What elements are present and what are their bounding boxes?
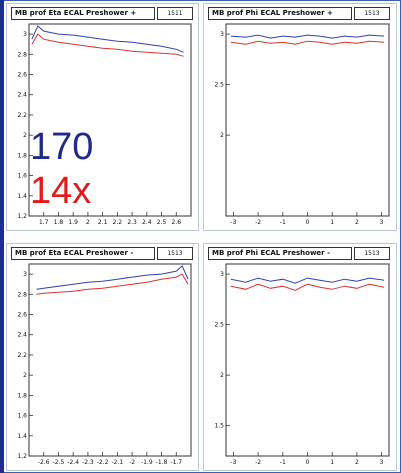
y-tick-label: 2.2 <box>17 112 27 119</box>
y-tick-label: 1.6 <box>17 413 27 420</box>
y-tick-label: 2.6 <box>17 312 27 319</box>
plot-frame <box>28 263 192 457</box>
y-tick-label: 2.2 <box>17 352 27 359</box>
x-tick-label: -2.4 <box>67 459 79 466</box>
x-tick-label: 2.4 <box>142 219 152 226</box>
y-tick-label: 2 <box>23 132 27 139</box>
y-tick-label: 3 <box>220 271 224 278</box>
y-tick-label: 1.2 <box>17 213 27 220</box>
y-tick-label: 2.4 <box>17 332 27 339</box>
x-tick-label: -1 <box>280 219 286 226</box>
x-tick-label: -1.8 <box>156 459 168 466</box>
chart-title: MB prof Phi ECAL Preshower - <box>208 247 352 260</box>
x-tick-label: -2.3 <box>82 459 94 466</box>
x-tick-label: 2 <box>355 219 359 226</box>
stat-box: 1513 <box>157 247 193 260</box>
pad-eta-minus: -2.6 -2.5 -2.4 -2.3 -2.2 -2.1 -2 -1.9 -1.8 -1.7 1.… <box>6 243 199 471</box>
x-tick-label: 1.9 <box>68 219 78 226</box>
annotation-top: 170 <box>30 126 94 168</box>
y-tick-label: 2.8 <box>17 291 27 298</box>
y-tick-label: 3 <box>23 31 27 38</box>
plot-frame <box>225 263 390 457</box>
series-line-1 <box>36 273 189 295</box>
x-tick-label: 3 <box>380 219 384 226</box>
x-tick-label: -1.9 <box>141 459 153 466</box>
x-tick-label: 2.6 <box>171 219 181 226</box>
x-tick-label: 2.3 <box>127 219 137 226</box>
x-tick-label: 1.8 <box>54 219 64 226</box>
pad-eta-plus: 1.7 1.8 1.9 2 2.1 2.2 2.3 2.4 2.5 2.6 1.2 1.4 1.6 1.8… <box>6 3 199 231</box>
x-tick-label: 2 <box>86 219 90 226</box>
y-tick-label: 3 <box>23 271 27 278</box>
plot-frame <box>225 23 390 217</box>
y-tick-label: 2 <box>220 132 224 139</box>
y-tick-label: 2.6 <box>17 72 27 79</box>
chart-svg: -2.6 -2.5 -2.4 -2.3 -2.2 -2.1 -2 -1.9 -1.8 -1.7 1.… <box>17 263 192 466</box>
stat-box: 1513 <box>354 247 390 260</box>
x-tick-label: -2.1 <box>112 459 124 466</box>
x-tick-label: 2.2 <box>113 219 123 226</box>
chart-svg: 1.7 1.8 1.9 2 2.1 2.2 2.3 2.4 2.5 2.6 1.2 1.4 1.6 1.8… <box>17 23 192 226</box>
plot-frame <box>28 23 192 217</box>
chart-svg: -3 -2 -1 0 1 2 3 1.5 2 2.5 3 <box>214 263 390 466</box>
series-line-1 <box>230 40 385 45</box>
y-tick-label: 2.5 <box>214 322 224 329</box>
x-tick-label: 1 <box>330 459 334 466</box>
y-tick-label: 1.5 <box>214 423 224 430</box>
x-tick-label: -2 <box>255 459 261 466</box>
x-tick-label: -2 <box>129 459 135 466</box>
series-line-0 <box>31 25 184 53</box>
annotation-bottom: 14x <box>30 170 92 212</box>
x-tick-label: 2 <box>355 459 359 466</box>
x-tick-label: -1.7 <box>170 459 182 466</box>
y-tick-label: 1.4 <box>17 193 27 200</box>
y-tick-label: 2 <box>220 372 224 379</box>
x-tick-label: 2.1 <box>98 219 108 226</box>
pad-phi-plus: -3 -2 -1 0 1 2 3 2 2.5 3 MB prof Phi ECAL Preshow… <box>203 3 397 231</box>
series-line-1 <box>230 283 385 291</box>
series-line-0 <box>36 265 189 290</box>
y-tick-label: 2.4 <box>17 92 27 99</box>
x-tick-label: -2.5 <box>53 459 65 466</box>
series-line-1 <box>31 33 184 57</box>
stat-box: 1511 <box>157 7 193 20</box>
y-tick-label: 1.2 <box>17 453 27 460</box>
y-tick-label: 3 <box>220 31 224 38</box>
y-tick-label: 1.8 <box>17 152 27 159</box>
x-tick-label: 2.5 <box>157 219 167 226</box>
x-tick-label: -1 <box>280 459 286 466</box>
x-tick-label: -2 <box>255 219 261 226</box>
x-tick-label: 3 <box>380 459 384 466</box>
chart-title: MB prof Eta ECAL Preshower + <box>11 7 155 20</box>
x-tick-label: 0 <box>306 219 310 226</box>
y-tick-label: 2.8 <box>17 51 27 58</box>
x-tick-label: 1 <box>330 219 334 226</box>
stat-box: 1513 <box>354 7 390 20</box>
chart-title: MB prof Eta ECAL Preshower - <box>11 247 155 260</box>
series-line-0 <box>230 277 385 284</box>
chart-title: MB prof Phi ECAL Preshower + <box>208 7 352 20</box>
x-tick-label: 1.7 <box>39 219 49 226</box>
y-tick-label: 2 <box>23 372 27 379</box>
pad-phi-minus: -3 -2 -1 0 1 2 3 1.5 2 2.5 3 MB prof Phi ECAL Pres… <box>203 243 397 471</box>
left-edge-strip <box>0 0 4 473</box>
y-tick-label: 1.6 <box>17 173 27 180</box>
x-tick-label: 0 <box>306 459 310 466</box>
x-tick-label: -2.2 <box>97 459 109 466</box>
chart-svg: -3 -2 -1 0 1 2 3 2 2.5 3 <box>214 23 390 226</box>
y-tick-label: 1.4 <box>17 433 27 440</box>
x-tick-label: -3 <box>230 219 236 226</box>
series-line-0 <box>230 34 385 39</box>
y-tick-label: 1.8 <box>17 392 27 399</box>
x-tick-label: -2.6 <box>38 459 50 466</box>
y-tick-label: 2.5 <box>214 82 224 89</box>
x-tick-label: -3 <box>230 459 236 466</box>
